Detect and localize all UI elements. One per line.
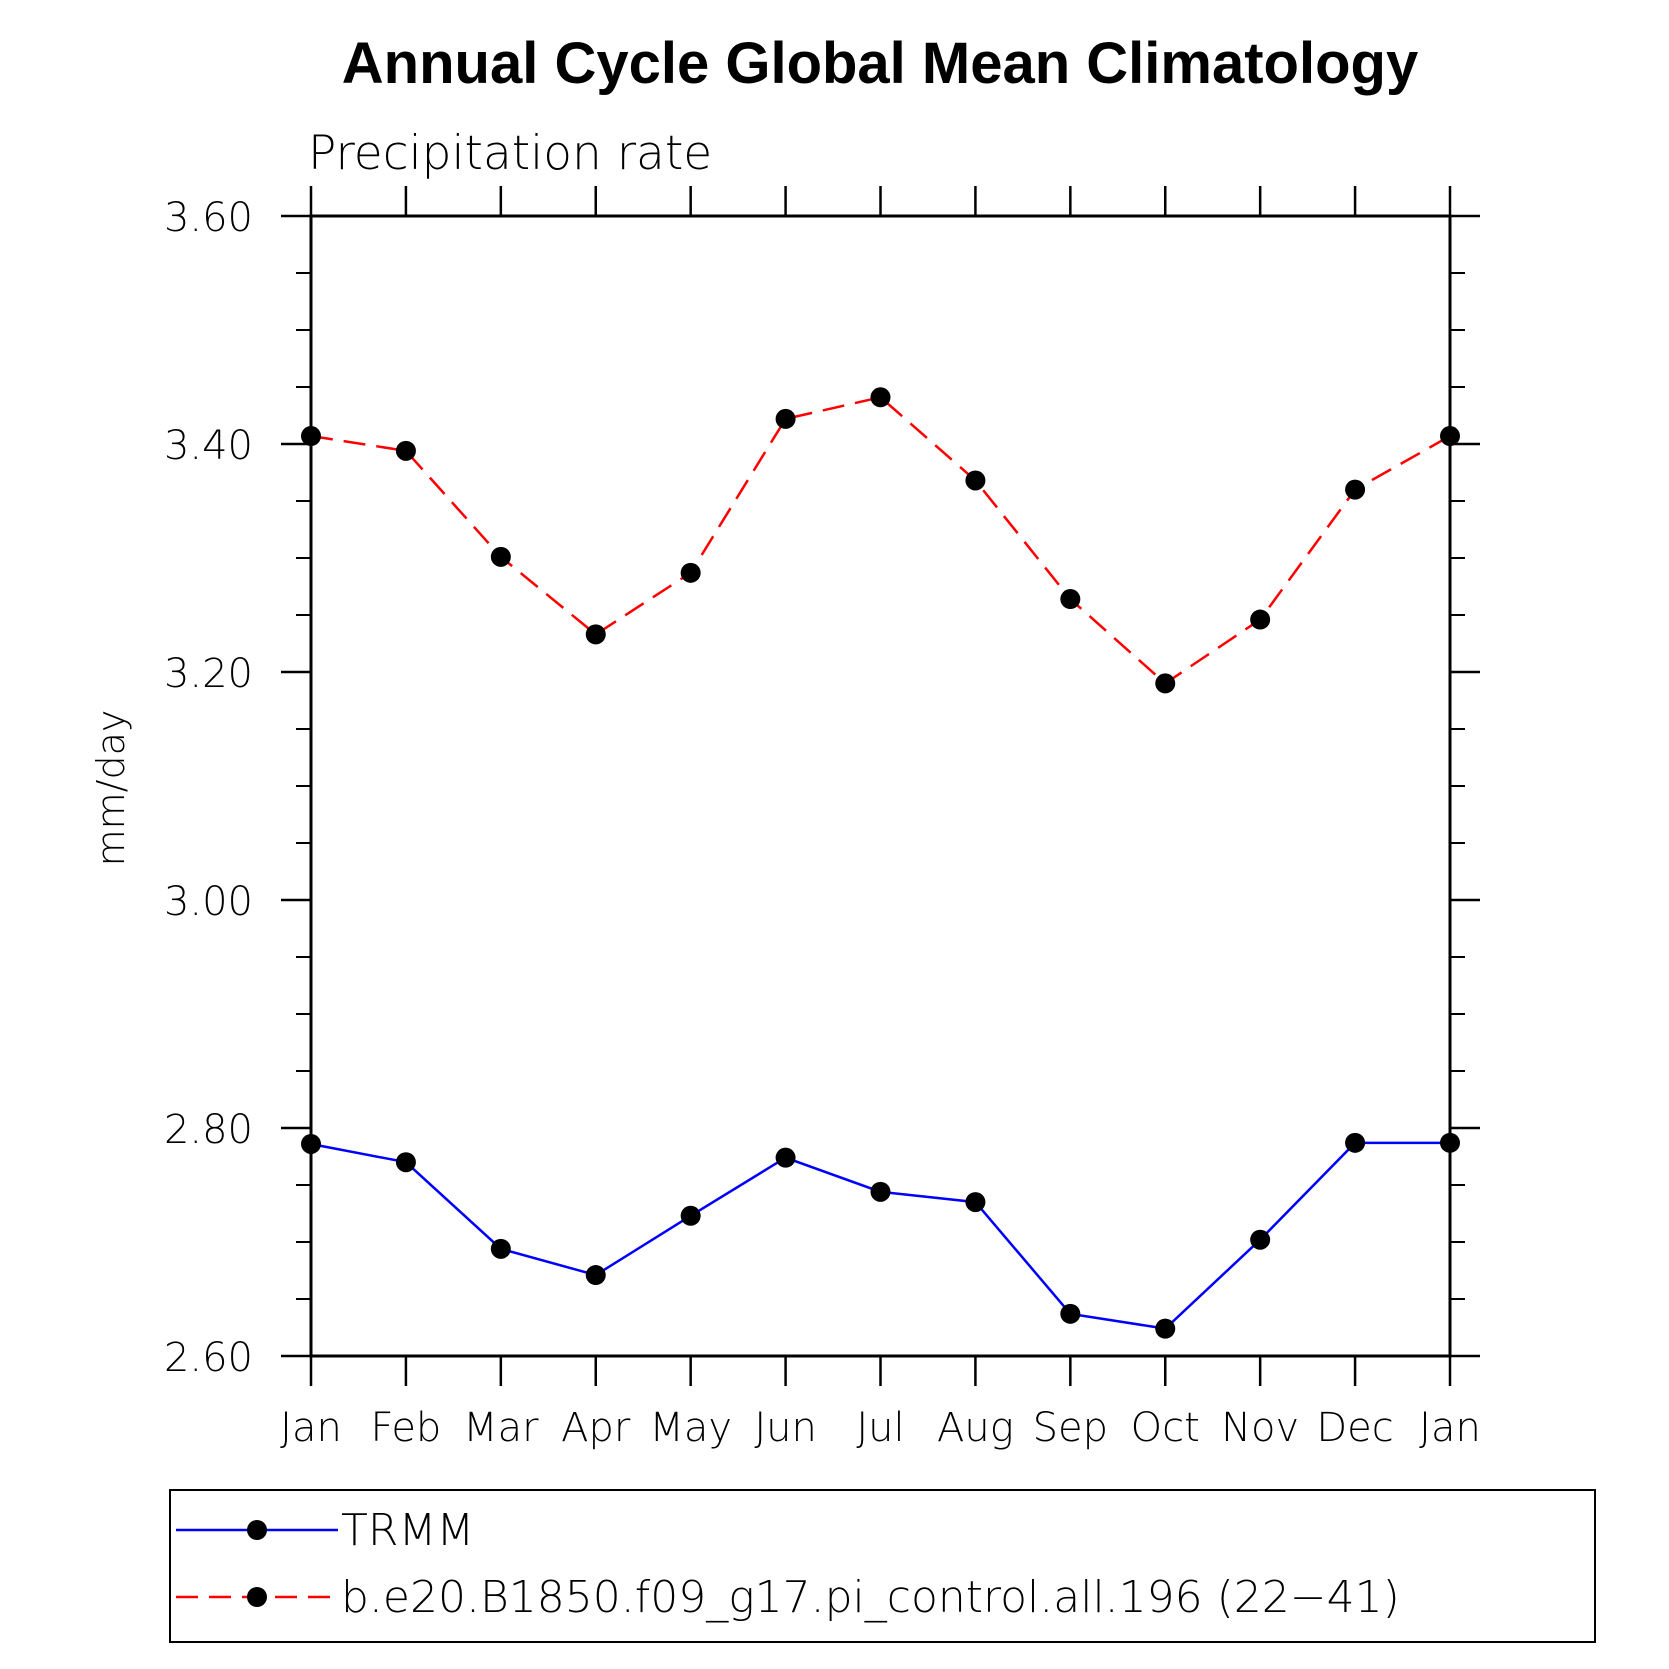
data-point <box>301 1133 321 1154</box>
data-point <box>1345 479 1366 500</box>
data-point <box>775 408 796 429</box>
x-tick-label: Feb <box>371 1405 442 1451</box>
y-tick-label: 3.20 <box>164 651 253 697</box>
data-point <box>585 1265 606 1286</box>
data-point <box>1155 673 1176 694</box>
data-point <box>1345 1132 1366 1153</box>
legend-marker-trmm <box>247 1520 267 1540</box>
y-tick-label: 2.60 <box>164 1335 253 1381</box>
series-0 <box>301 1132 1460 1339</box>
data-point <box>870 1181 891 1202</box>
series-line-0 <box>310 1141 1450 1330</box>
y-tick-label: 2.80 <box>164 1107 253 1153</box>
data-point <box>680 1205 701 1226</box>
legend: TRMM b.e20.B1850.f09_g17.pi_control.all.… <box>169 1489 1596 1643</box>
data-point <box>870 387 891 408</box>
y-axis-label: mm/day <box>89 710 133 867</box>
x-tick-label: Aug <box>937 1405 1014 1451</box>
data-point <box>1440 426 1460 447</box>
data-point <box>490 546 511 567</box>
data-point <box>680 562 701 583</box>
data-point <box>1440 1132 1460 1153</box>
x-tick-label: Jan <box>1419 1405 1481 1451</box>
legend-box <box>169 1489 1596 1643</box>
x-tick-label: Dec <box>1316 1405 1393 1451</box>
series-1 <box>301 387 1460 694</box>
series-layer <box>301 387 1460 1339</box>
data-point <box>585 624 606 645</box>
data-point <box>395 440 416 461</box>
x-tick-label: Apr <box>561 1405 631 1451</box>
data-point <box>1250 1229 1271 1250</box>
series-line-1 <box>310 395 1451 685</box>
legend-marker-model <box>247 1587 267 1607</box>
x-tick-label: Oct <box>1131 1405 1200 1451</box>
data-point <box>1060 589 1081 610</box>
data-point <box>395 1152 416 1173</box>
legend-label-model: b.e20.B1850.f09_g17.pi_control.all.196 (… <box>341 1572 1400 1623</box>
data-point <box>965 1192 986 1213</box>
x-tick-label: Sep <box>1033 1405 1108 1451</box>
legend-label-trmm: TRMM <box>341 1505 474 1556</box>
x-tick-label: Jan <box>280 1405 342 1451</box>
x-tick-label: Mar <box>463 1405 539 1451</box>
chart-subtitle: Precipitation rate <box>308 126 712 181</box>
data-point <box>775 1147 796 1168</box>
data-point <box>301 426 321 447</box>
chart-title: Annual Cycle Global Mean Climatology <box>342 31 1418 96</box>
y-tick-label: 3.00 <box>164 879 253 925</box>
x-tick-label: Jun <box>754 1405 817 1451</box>
x-tick-label: May <box>649 1405 732 1451</box>
axes: 2.60 2.80 3.00 3.20 3.40 3.60 Jan Feb Mar Apr May J… <box>164 186 1481 1451</box>
data-point <box>965 470 986 491</box>
y-tick-label: 3.60 <box>164 195 253 241</box>
x-tick-label: Nov <box>1221 1405 1299 1451</box>
y-tick-label: 3.40 <box>164 423 253 469</box>
data-point <box>1060 1303 1081 1324</box>
data-point <box>490 1238 511 1259</box>
x-tick-label: Jul <box>856 1405 904 1451</box>
data-point <box>1250 609 1271 630</box>
data-point <box>1155 1318 1176 1339</box>
